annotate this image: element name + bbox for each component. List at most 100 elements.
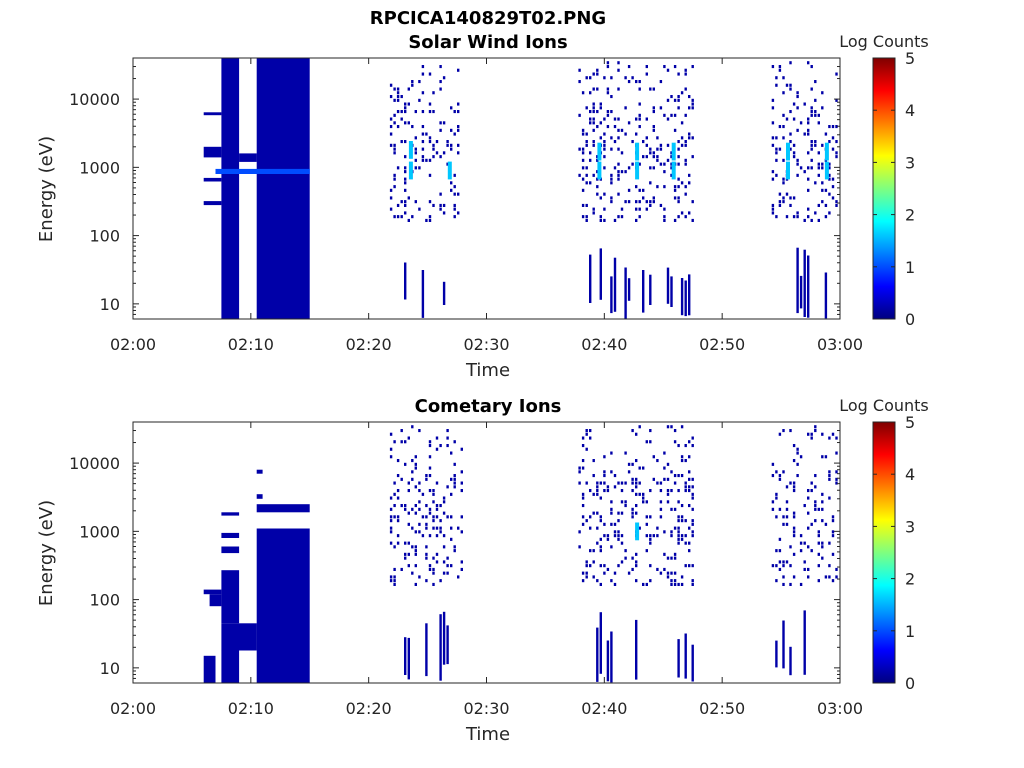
heatmap-cell <box>599 215 602 219</box>
heatmap-streak <box>404 637 407 675</box>
heatmap-cell <box>613 571 617 575</box>
heatmap-streak <box>649 274 652 305</box>
heatmap-cell <box>635 477 638 481</box>
heatmap-cell <box>645 155 648 159</box>
heatmap-cell <box>782 158 785 162</box>
heatmap-cell <box>645 534 648 538</box>
heatmap-cell <box>688 485 691 489</box>
heatmap-cell <box>666 571 670 575</box>
heatmap-cell <box>581 91 585 95</box>
heatmap-cell <box>638 87 641 91</box>
heatmap-cell <box>400 504 403 508</box>
heatmap-hotspot <box>824 161 829 180</box>
heatmap-cell <box>775 515 778 519</box>
heatmap-cell <box>453 192 456 196</box>
heatmap-cell <box>432 519 435 523</box>
heatmap-cell <box>421 155 425 159</box>
heatmap-cell <box>817 579 820 583</box>
heatmap-cell <box>789 83 792 87</box>
heatmap-cell <box>828 140 831 144</box>
heatmap-cell <box>446 515 449 519</box>
heatmap-cell <box>610 500 613 504</box>
heatmap-cell <box>828 436 831 440</box>
heatmap-streak <box>789 646 792 676</box>
heatmap-streak <box>684 633 687 679</box>
heatmap-cell <box>792 155 796 159</box>
heatmap-cell <box>589 489 592 493</box>
heatmap-cell <box>831 579 835 583</box>
heatmap-cell <box>807 567 810 571</box>
heatmap-cell <box>775 136 778 140</box>
heatmap-cell <box>421 534 425 538</box>
heatmap-hotspot <box>597 142 602 161</box>
heatmap-streak <box>606 640 610 682</box>
heatmap-cell <box>796 173 799 177</box>
heatmap-cell <box>578 113 581 117</box>
heatmap-cell <box>807 128 810 132</box>
heatmap-cell <box>663 530 666 534</box>
heatmap-streak <box>666 267 670 304</box>
heatmap-cell <box>652 106 655 110</box>
heatmap-cell <box>450 147 453 151</box>
heatmap-cell <box>821 432 824 436</box>
heatmap-cell <box>389 132 393 136</box>
y-tick-label: 10000 <box>69 454 120 473</box>
heatmap-cell <box>407 564 410 568</box>
heatmap-cell <box>638 492 641 496</box>
heatmap-cell <box>457 68 460 72</box>
heatmap-cell <box>663 567 666 571</box>
heatmap-cell <box>680 515 684 519</box>
heatmap-cell <box>620 481 624 485</box>
heatmap-cell <box>617 511 620 515</box>
heatmap-cell <box>425 477 428 481</box>
heatmap-cell <box>400 567 403 571</box>
heatmap-cell <box>617 170 620 174</box>
heatmap-cell <box>592 143 595 147</box>
heatmap-cell <box>677 489 680 493</box>
heatmap-cell <box>677 106 680 110</box>
heatmap-cell <box>814 211 817 215</box>
heatmap-cell <box>659 507 663 511</box>
panel-solar-wind-ions: Solar Wind Ions Time Energy (eV) Log Cou… <box>36 32 929 381</box>
heatmap-cell <box>775 83 778 87</box>
heatmap-cell <box>638 162 641 166</box>
heatmap-cell <box>428 466 432 470</box>
heatmap-cell <box>627 65 631 69</box>
heatmap-cell <box>782 522 785 526</box>
heatmap-cell <box>677 537 680 541</box>
heatmap-cell <box>404 140 407 144</box>
heatmap-cell <box>606 537 610 541</box>
heatmap-cell <box>603 155 606 159</box>
heatmap-cell <box>585 173 588 177</box>
heatmap-cell <box>585 571 588 575</box>
heatmap-cell <box>446 143 449 147</box>
heatmap-cell <box>673 113 677 117</box>
heatmap-cell <box>432 155 435 159</box>
heatmap-cell <box>407 121 410 125</box>
heatmap-cell <box>691 496 694 500</box>
heatmap-cell <box>817 218 820 222</box>
heatmap-cell <box>393 121 396 125</box>
heatmap-cell <box>677 500 680 504</box>
heatmap-cell <box>677 140 680 144</box>
x-tick-label: 02:30 <box>463 699 509 718</box>
heatmap-cell <box>824 522 828 526</box>
heatmap-cell <box>821 106 824 110</box>
heatmap-cell <box>688 181 691 185</box>
heatmap-cell <box>684 143 687 147</box>
heatmap-cell <box>631 511 634 515</box>
heatmap-cell <box>785 192 789 196</box>
heatmap-cell <box>428 102 432 106</box>
heatmap-cell <box>824 575 828 579</box>
heatmap-cell <box>821 541 824 545</box>
heatmap-cell <box>771 203 775 207</box>
y-tick-label: 1000 <box>79 522 120 541</box>
heatmap-cell <box>610 200 613 204</box>
heatmap-cell <box>442 121 446 125</box>
heatmap-cell <box>627 462 631 466</box>
heatmap-cell <box>610 511 613 515</box>
heatmap-cell <box>807 526 810 530</box>
heatmap-cell <box>418 489 421 493</box>
heatmap-cell <box>666 68 670 72</box>
heatmap-cell <box>645 522 648 526</box>
